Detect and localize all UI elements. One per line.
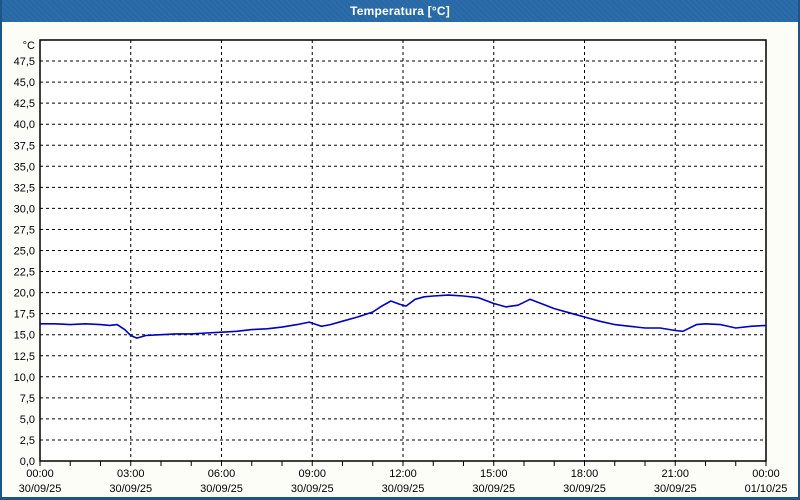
x-tick-date-label: 30/09/25	[472, 483, 515, 495]
x-tick-time-label: 00:00	[26, 468, 54, 480]
x-tick-time-label: 00:00	[752, 468, 780, 480]
y-tick-label: 45,0	[14, 77, 35, 89]
y-tick-label: 35,0	[14, 161, 35, 173]
y-tick-label: 37,5	[14, 140, 35, 152]
y-axis-unit-label: °C	[23, 40, 35, 52]
x-tick-time-label: 09:00	[298, 468, 326, 480]
x-tick-date-label: 30/09/25	[19, 483, 62, 495]
y-tick-label: 47,5	[14, 56, 35, 68]
y-tick-label: 10,0	[14, 372, 35, 384]
x-tick-time-label: 15:00	[480, 468, 508, 480]
y-tick-label: 20,0	[14, 288, 35, 300]
y-tick-label: 30,0	[14, 203, 35, 215]
series-line-temperatura	[39, 294, 767, 339]
y-tick-label: 42,5	[14, 98, 35, 110]
y-tick-label: 27,5	[14, 224, 35, 236]
y-tick-label: 7,5	[20, 393, 35, 405]
window-title: Temperatura [°C]	[350, 4, 450, 18]
x-tick-date-label: 30/09/25	[563, 483, 606, 495]
x-tick-date-label: 30/09/25	[654, 483, 697, 495]
x-tick-time-label: 12:00	[389, 468, 417, 480]
y-tick-label: 17,5	[14, 309, 35, 321]
temperature-chart: 47,5 45,0 42,5 40,0 37,5 35,0 32,5 30,0 27,5 25,0…	[14, 39, 788, 495]
x-tick-time-label: 21:00	[661, 468, 689, 480]
window-titlebar[interactable]: Temperatura [°C]	[2, 0, 798, 22]
x-tick-date-label: 30/09/25	[109, 483, 152, 495]
y-tick-label: 2,5	[20, 435, 35, 447]
plot-border	[39, 39, 767, 462]
y-tick-label: 5,0	[20, 414, 35, 426]
x-tick-date-label: 30/09/25	[382, 483, 425, 495]
x-tick-time-label: 06:00	[208, 468, 236, 480]
y-tick-label: 40,0	[14, 119, 35, 131]
x-tick-date-label: 30/09/25	[291, 483, 334, 495]
y-tick-label: 25,0	[14, 246, 35, 258]
x-tick-date-label: 01/10/25	[745, 483, 788, 495]
y-tick-label: 22,5	[14, 267, 35, 279]
x-tick-time-label: 03:00	[117, 468, 145, 480]
y-tick-label: 15,0	[14, 330, 35, 342]
y-tick-label: 12,5	[14, 351, 35, 363]
x-tick-date-label: 30/09/25	[200, 483, 243, 495]
y-tick-label: 0,0	[20, 456, 35, 468]
y-tick-label: 32,5	[14, 182, 35, 194]
x-tick-time-label: 18:00	[571, 468, 599, 480]
